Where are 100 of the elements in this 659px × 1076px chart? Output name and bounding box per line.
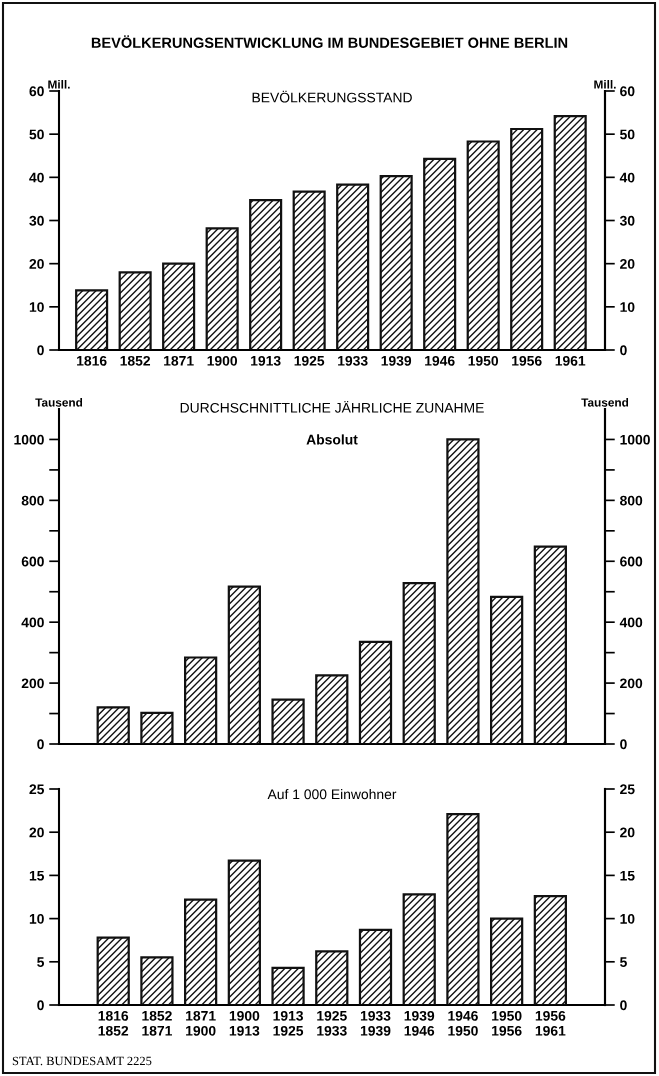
bar [446, 438, 480, 744]
x-tick-label: 1852 [120, 355, 151, 366]
bar [553, 114, 587, 350]
y2-tick-label: 20 [620, 259, 635, 269]
y-tick-label: 0 [37, 345, 44, 356]
bar [140, 956, 174, 1005]
y-tick-label: 400 [21, 617, 44, 628]
y-tick-label: 600 [21, 556, 44, 567]
x-tick-label: 1852 1871 [142, 1010, 172, 1036]
y-tick-label: 20 [29, 259, 44, 269]
y2-tick-label: 30 [619, 215, 635, 226]
text: STAT. BUNDESAMT 2225 [12, 1056, 152, 1066]
y2-tick-label: 50 [620, 129, 635, 140]
x-tick-label: 1925 1933 [317, 1010, 347, 1036]
x-tick-label: 1939 1946 [404, 1010, 435, 1036]
y-tick-label: 200 [21, 678, 44, 689]
y-tick-label: 5 [37, 957, 45, 967]
bar [227, 585, 261, 744]
y2-tick-label: 15 [620, 870, 635, 881]
x-tick-label: 1956 [512, 355, 542, 366]
y2-tick-label: 10 [620, 913, 635, 924]
y2-axis-title: Tausend [581, 398, 629, 407]
y2-tick-label: 1000 [620, 434, 650, 445]
bar [140, 711, 174, 744]
y2-tick-label: 0 [620, 1000, 627, 1011]
bar [533, 545, 567, 744]
y2-tick-label: 40 [619, 172, 635, 183]
y-tick-label: 20 [29, 827, 44, 838]
y-tick-label: 10 [29, 302, 44, 312]
x-tick-label: 1961 [555, 355, 586, 366]
x-tick-label: 1956 1961 [535, 1010, 566, 1036]
y2-tick-label: 20 [620, 827, 635, 838]
bar [358, 640, 393, 744]
x-tick-label: 1816 1852 [98, 1010, 129, 1036]
y-tick-label: 60 [29, 86, 44, 97]
bar [184, 656, 218, 744]
x-tick-label: 1950 1956 [492, 1010, 522, 1036]
y2-tick-label: 5 [620, 957, 627, 967]
bar [227, 859, 261, 1005]
x-tick-label: 1950 [468, 355, 499, 366]
x-tick-label: 1925 [294, 355, 325, 366]
bar [271, 966, 305, 1005]
x-tick-label: 1946 1950 [448, 1010, 478, 1036]
y-tick-label: 0 [37, 1000, 44, 1011]
y2-tick-label: 200 [620, 678, 643, 689]
bar [446, 812, 480, 1005]
y-tick-label: 40 [29, 172, 44, 183]
bar [96, 706, 130, 744]
y2-tick-label: 10 [620, 302, 635, 312]
x-tick-label: 1946 [425, 355, 455, 366]
bar [118, 271, 152, 350]
y2-tick-label: 0 [620, 345, 627, 356]
y-tick-label: 50 [29, 129, 44, 140]
x-tick-label: 1913 1925 [273, 1010, 304, 1036]
bar [292, 190, 326, 350]
bar [271, 698, 305, 744]
bar [162, 262, 196, 350]
x-tick-label: 1871 1900 [186, 1010, 216, 1036]
x-tick-label: 1900 1913 [229, 1010, 260, 1036]
y-tick-label: 800 [21, 495, 44, 506]
x-tick-label: 1913 [251, 355, 281, 366]
y2-tick-label: 600 [620, 556, 643, 567]
x-tick-label: 1871 [164, 355, 194, 366]
bar [423, 157, 457, 350]
y2-tick-label: 0 [620, 739, 627, 750]
bar [490, 595, 524, 744]
bar [510, 127, 544, 350]
y2-tick-label: 800 [620, 495, 643, 506]
y-tick-label: 1000 [14, 434, 44, 445]
y2-tick-label: 60 [620, 86, 635, 97]
x-tick-label: 1816 [77, 355, 107, 366]
text: Absolut [306, 434, 358, 445]
y-axis-title: Mill. [48, 80, 70, 89]
bar [379, 174, 413, 350]
x-tick-label: 1939 [381, 355, 412, 366]
chart-title: BEVÖLKERUNGSENTWICKLUNG IM BUNDESGEBIET OHNE BERLIN [91, 35, 568, 48]
y2-tick-label: 25 [620, 784, 635, 795]
bar [533, 895, 567, 1005]
y-tick-label: 10 [29, 913, 44, 924]
bar [205, 227, 239, 350]
bar [75, 289, 109, 350]
bar [402, 893, 436, 1005]
bar [358, 928, 393, 1005]
x-tick-label: 1900 [207, 355, 238, 366]
bar [249, 199, 283, 350]
chart-subtitle: BEVÖLKERUNGSSTAND [252, 90, 412, 103]
x-tick-label: 1933 1939 [360, 1010, 391, 1036]
chart-title: Auf 1 000 Einwohner [267, 789, 397, 800]
y-tick-label: 0 [37, 739, 44, 750]
bar [315, 674, 349, 744]
bar [336, 183, 370, 350]
y2-tick-label: 400 [619, 617, 643, 628]
bar [490, 917, 524, 1005]
y-tick-label: 30 [29, 215, 44, 226]
x-tick-label: 1933 [338, 355, 368, 366]
chart-title: DURCHSCHNITTLICHE JÄHRLICHE ZUNAHME [180, 400, 484, 413]
bar [466, 140, 500, 350]
bar [402, 582, 436, 744]
bar [96, 936, 130, 1005]
y-tick-label: 15 [29, 870, 45, 881]
